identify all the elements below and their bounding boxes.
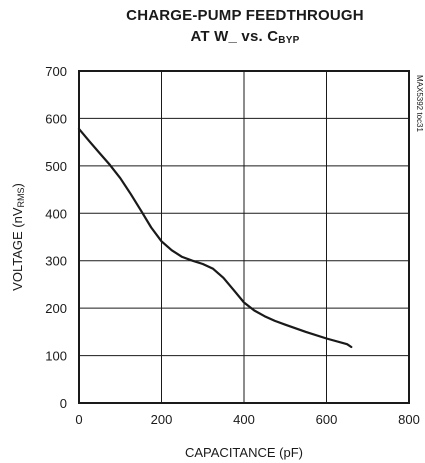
y-tick-label: 300: [45, 254, 67, 269]
side-note: MAX5392 toc31: [415, 75, 424, 132]
series-layer: [77, 127, 353, 349]
y-axis-label-prefix: VOLTAGE (nV: [10, 207, 25, 291]
tick-labels: 0 200 400 600 800 0 100 200 300 400 500 600 700: [45, 64, 420, 427]
x-tick-label: 600: [316, 412, 338, 427]
y-tick-label: 600: [45, 111, 67, 126]
y-tick-label: 700: [45, 64, 67, 79]
y-tick-label: 100: [45, 349, 67, 364]
chart-title-line2: AT W_ vs. CBYP: [80, 27, 410, 49]
x-tick-label: 0: [75, 412, 82, 427]
chart-title-line2-subscript: BYP: [278, 35, 300, 46]
y-tick-label: 200: [45, 301, 67, 316]
grid: [79, 71, 409, 403]
chart-title-line1: CHARGE-PUMP FEEDTHROUGH: [126, 7, 364, 24]
chart-title-line2-prefix: AT W_ vs. C: [190, 28, 279, 45]
y-axis-label-subscript: RMS: [16, 188, 26, 208]
series-line: [77, 127, 353, 349]
y-tick-label: 500: [45, 159, 67, 174]
x-tick-label: 800: [398, 412, 420, 427]
x-tick-label: 200: [151, 412, 173, 427]
x-tick-label: 400: [233, 412, 255, 427]
y-axis-label-suffix: ): [10, 183, 25, 187]
y-tick-label: 0: [60, 396, 67, 411]
plot-frame: [78, 70, 410, 404]
y-tick-label: 400: [45, 206, 67, 221]
y-axis-label: VOLTAGE (nVRMS): [10, 183, 26, 291]
x-axis-label: CAPACITANCE (pF): [185, 445, 303, 460]
